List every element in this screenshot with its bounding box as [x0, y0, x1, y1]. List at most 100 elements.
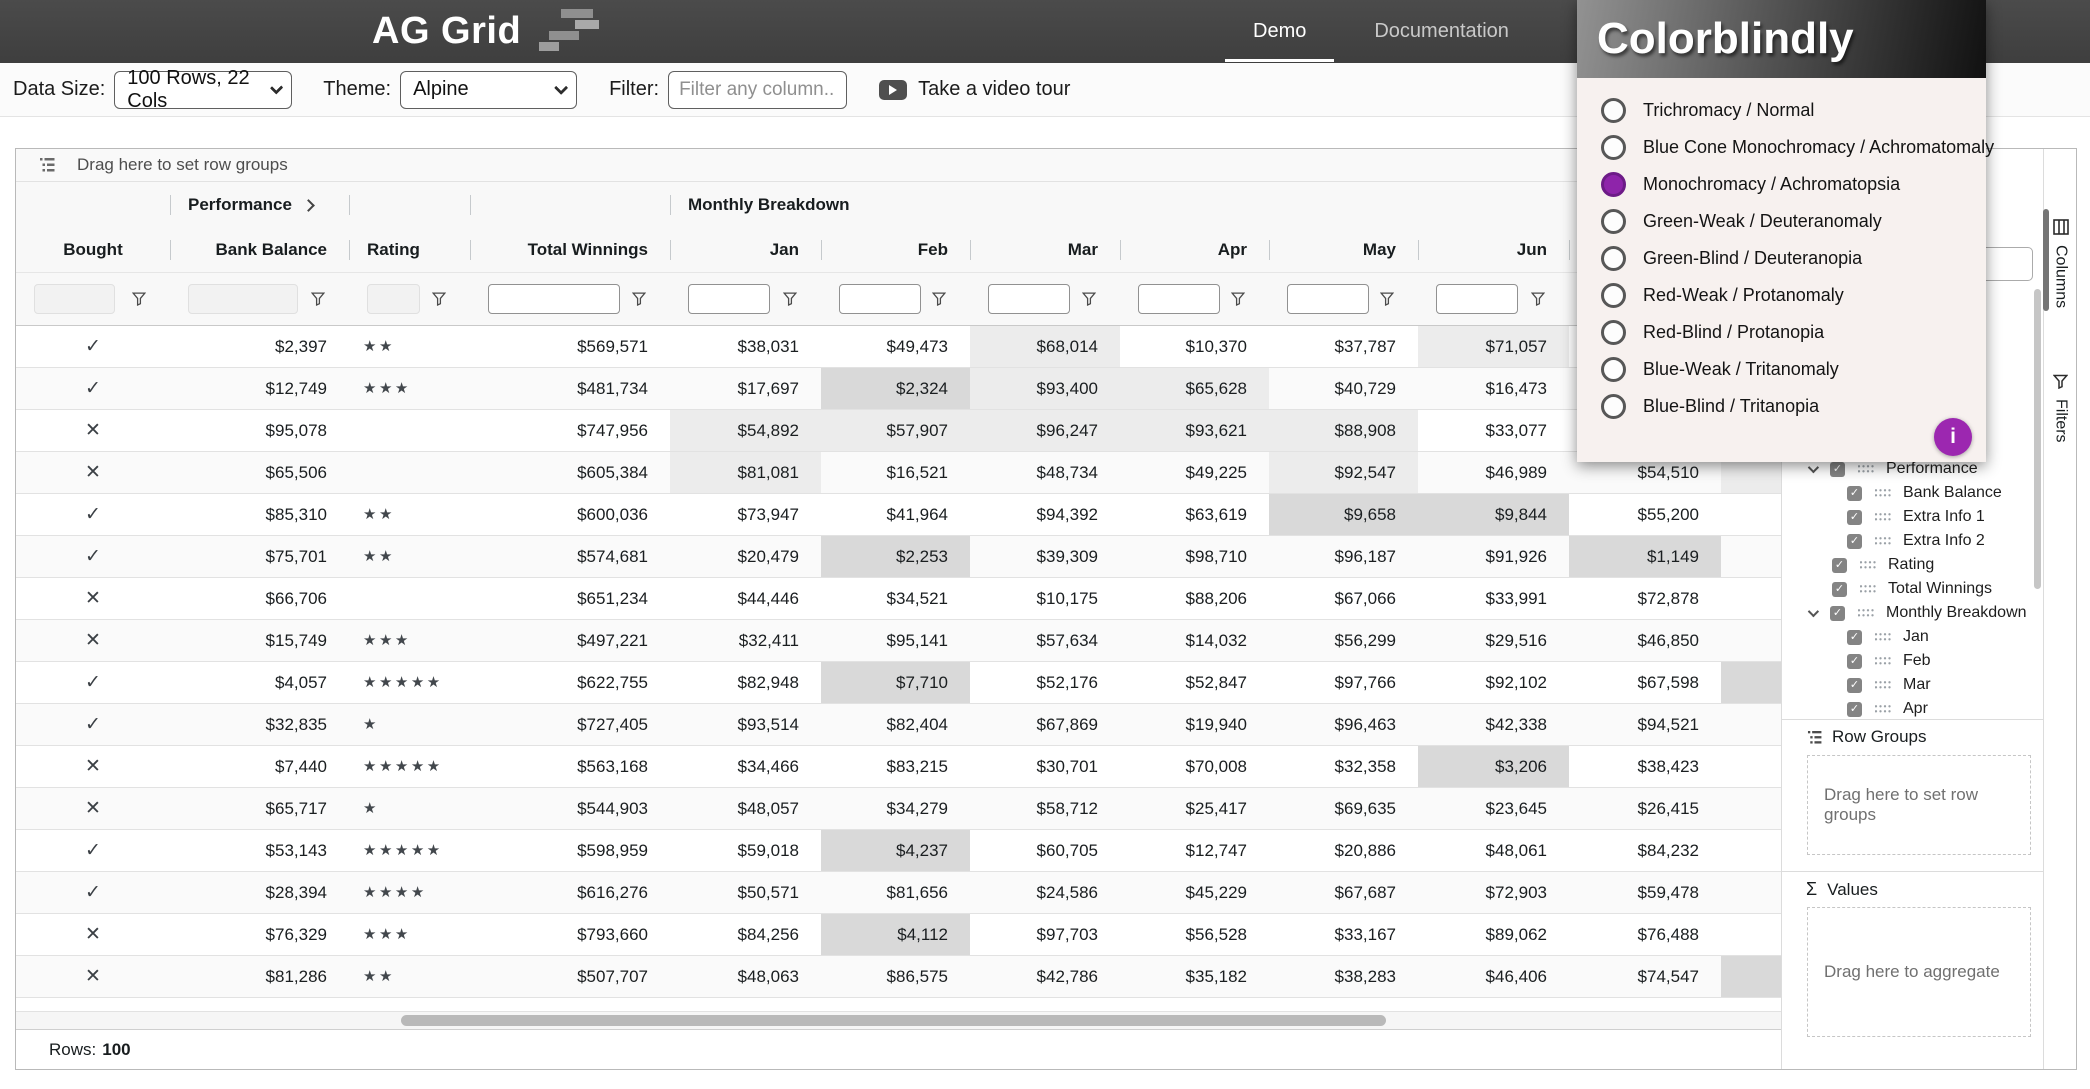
expand-group-icon[interactable]	[302, 198, 315, 212]
column-tree-item-apr[interactable]: ✓ Apr	[1782, 697, 2043, 719]
colorblind-option-monochromacy[interactable]: Monochromacy / Achromatopsia	[1577, 166, 1986, 203]
filter-icon[interactable]	[783, 292, 797, 306]
drag-grip-icon[interactable]	[1860, 584, 1876, 594]
column-checkbox[interactable]: ✓	[1832, 581, 1847, 597]
radio-selected[interactable]	[1601, 172, 1626, 197]
radio-unselected[interactable]	[1601, 357, 1626, 382]
column-group-performance[interactable]: Performance	[170, 182, 349, 228]
column-header-total-winnings[interactable]: Total Winnings	[470, 228, 670, 272]
column-header-may[interactable]: May	[1269, 228, 1418, 272]
filter-icon[interactable]	[432, 292, 446, 306]
chevron-down-icon[interactable]	[1807, 605, 1820, 618]
column-tree-item-bank-balance[interactable]: ✓ Bank Balance	[1782, 481, 2043, 505]
sidebar-scrollbar-thumb[interactable]	[2034, 289, 2041, 589]
radio-unselected[interactable]	[1601, 98, 1626, 123]
drag-grip-icon[interactable]	[1875, 512, 1891, 522]
filter-icon[interactable]	[1380, 292, 1394, 306]
horizontal-scrollbar[interactable]	[16, 1011, 1781, 1029]
column-group-monthly-breakdown[interactable]: Monthly Breakdown	[670, 182, 1781, 228]
values-drop-zone[interactable]: Drag here to aggregate	[1807, 907, 2031, 1037]
column-header-bought[interactable]: Bought	[63, 240, 123, 259]
column-header-mar[interactable]: Mar	[970, 228, 1120, 272]
column-checkbox[interactable]: ✓	[1847, 701, 1862, 717]
colorblind-option-trichromacy[interactable]: Trichromacy / Normal	[1577, 92, 1986, 129]
row-group-drop-bar[interactable]: Drag here to set row groups	[16, 149, 1781, 182]
column-header-jan[interactable]: Jan	[670, 228, 821, 272]
radio-unselected[interactable]	[1601, 320, 1626, 345]
column-tree-item-extra-info-1[interactable]: ✓ Extra Info 1	[1782, 505, 2043, 529]
column-tree-item-rating[interactable]: ✓ Rating	[1782, 553, 2043, 577]
radio-unselected[interactable]	[1601, 135, 1626, 160]
radio-unselected[interactable]	[1601, 394, 1626, 419]
nav-item-documentation[interactable]: Documentation	[1374, 20, 1509, 42]
filter-icon[interactable]	[932, 292, 946, 306]
chevron-down-icon[interactable]	[1807, 461, 1820, 474]
column-tree-item-jan[interactable]: ✓ Jan	[1782, 625, 2043, 649]
tab-filters[interactable]: Filters	[2044, 374, 2077, 443]
filter-input-mar[interactable]	[988, 284, 1070, 314]
youtube-icon[interactable]	[879, 79, 908, 100]
colorblind-option-blue-blind[interactable]: Blue-Blind / Tritanopia	[1577, 388, 1986, 425]
column-header-apr[interactable]: Apr	[1120, 228, 1269, 272]
filter-input-jan[interactable]	[688, 284, 770, 314]
radio-unselected[interactable]	[1601, 246, 1626, 271]
column-checkbox[interactable]: ✓	[1847, 677, 1862, 693]
filter-icon[interactable]	[1082, 292, 1096, 306]
video-tour-link[interactable]: Take a video tour	[918, 78, 1071, 100]
column-tree-item-mar[interactable]: ✓ Mar	[1782, 673, 2043, 697]
filter-input-total-winnings[interactable]	[488, 284, 620, 314]
column-header-rating[interactable]: Rating	[349, 228, 470, 272]
drag-grip-icon[interactable]	[1860, 560, 1876, 570]
column-header-feb[interactable]: Feb	[821, 228, 970, 272]
column-tree-item-extra-info-2[interactable]: ✓ Extra Info 2	[1782, 529, 2043, 553]
tab-columns[interactable]: Columns	[2044, 219, 2077, 308]
filter-input-apr[interactable]	[1138, 284, 1220, 314]
radio-unselected[interactable]	[1601, 283, 1626, 308]
info-button[interactable]: i	[1934, 418, 1972, 456]
column-checkbox[interactable]: ✓	[1847, 629, 1862, 645]
filter-icon[interactable]	[1531, 292, 1545, 306]
drag-grip-icon[interactable]	[1858, 608, 1874, 618]
colorblind-option-blue-cone-monochromacy[interactable]: Blue Cone Monochromacy / Achromatomaly	[1577, 129, 1994, 166]
drag-grip-icon[interactable]	[1875, 704, 1891, 714]
horizontal-scrollbar-thumb[interactable]	[401, 1015, 1386, 1026]
global-filter-input[interactable]	[668, 70, 848, 109]
colorblind-option-red-weak[interactable]: Red-Weak / Protanomaly	[1577, 277, 1986, 314]
nav-item-demo[interactable]: Demo	[1224, 0, 1335, 63]
colorblind-option-green-blind[interactable]: Green-Blind / Deuteranopia	[1577, 240, 1986, 277]
column-checkbox[interactable]: ✓	[1830, 605, 1845, 621]
filter-input-jun[interactable]	[1436, 284, 1518, 314]
brand[interactable]: AG Grid	[372, 0, 605, 63]
colorblind-option-red-blind[interactable]: Red-Blind / Protanopia	[1577, 314, 1986, 351]
column-tree-item-total-winnings[interactable]: ✓ Total Winnings	[1782, 577, 2043, 601]
column-tree-item-feb[interactable]: ✓ Feb	[1782, 649, 2043, 673]
radio-unselected[interactable]	[1601, 209, 1626, 234]
column-tree-item-performance[interactable]: ✓ Performance	[1782, 457, 2043, 481]
column-checkbox[interactable]: ✓	[1830, 461, 1845, 477]
data-size-select[interactable]: 100 Rows, 22 Cols	[114, 67, 293, 112]
column-checkbox[interactable]: ✓	[1847, 653, 1862, 669]
filter-icon[interactable]	[132, 292, 146, 306]
drag-grip-icon[interactable]	[1875, 536, 1891, 546]
drag-grip-icon[interactable]	[1875, 656, 1891, 666]
colorblind-option-blue-weak[interactable]: Blue-Weak / Tritanomaly	[1577, 351, 1986, 388]
row-groups-drop-zone[interactable]: Drag here to set row groups	[1807, 755, 2031, 855]
column-header-jun[interactable]: Jun	[1418, 228, 1569, 272]
filter-icon[interactable]	[1231, 292, 1245, 306]
filter-icon[interactable]	[311, 292, 325, 306]
drag-grip-icon[interactable]	[1875, 632, 1891, 642]
column-checkbox[interactable]: ✓	[1832, 557, 1847, 573]
filter-input-feb[interactable]	[839, 284, 921, 314]
column-checkbox[interactable]: ✓	[1847, 533, 1862, 549]
column-header-bank-balance[interactable]: Bank Balance	[170, 228, 349, 272]
filter-input-may[interactable]	[1287, 284, 1369, 314]
column-checkbox[interactable]: ✓	[1847, 509, 1862, 525]
drag-grip-icon[interactable]	[1875, 488, 1891, 498]
theme-select[interactable]: Alpine	[400, 70, 578, 109]
drag-grip-icon[interactable]	[1858, 464, 1874, 474]
drag-grip-icon[interactable]	[1875, 680, 1891, 690]
filter-icon[interactable]	[632, 292, 646, 306]
column-tree-item-monthly-breakdown[interactable]: ✓ Monthly Breakdown	[1782, 601, 2043, 625]
column-checkbox[interactable]: ✓	[1847, 485, 1862, 501]
colorblind-option-green-weak[interactable]: Green-Weak / Deuteranomaly	[1577, 203, 1986, 240]
